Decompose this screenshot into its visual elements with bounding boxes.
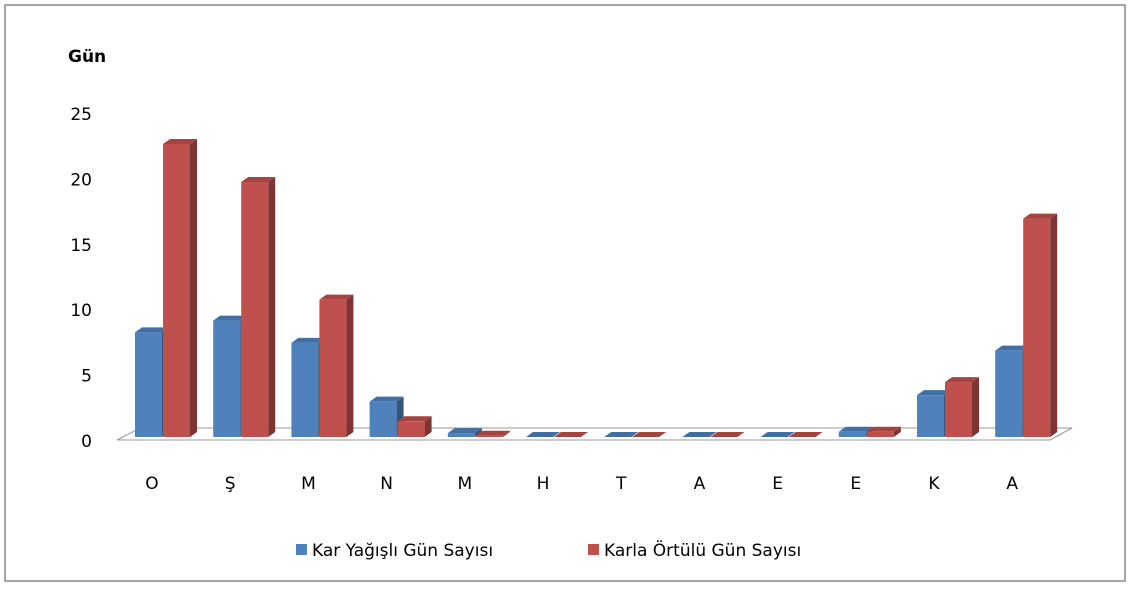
x-tick-label: E: [772, 474, 783, 494]
bar: [397, 421, 425, 437]
legend-label: Karla Örtülü Gün Sayısı: [604, 539, 801, 561]
y-tick-label: 15: [70, 236, 92, 256]
bar: [163, 144, 190, 437]
bar: [945, 382, 972, 437]
x-tick-label: K: [928, 474, 940, 494]
x-tick-label: A: [1006, 474, 1018, 494]
x-tick-label: T: [615, 474, 627, 494]
x-tick-label: N: [380, 474, 393, 494]
bar-top: [213, 315, 248, 321]
bar-top: [447, 428, 482, 434]
legend-swatch: [588, 544, 599, 555]
bar-top: [604, 432, 639, 437]
bar-top: [760, 432, 795, 437]
floor: [116, 427, 1073, 441]
bar-top: [1023, 213, 1058, 219]
bar-top: [163, 139, 197, 145]
bar: [291, 342, 319, 437]
y-tick-label: 20: [70, 170, 92, 190]
bar-side: [972, 377, 979, 437]
bar-top: [554, 432, 588, 437]
bar: [135, 332, 162, 437]
bar-top: [241, 176, 276, 182]
bar: [995, 350, 1023, 437]
bar-top: [397, 416, 432, 422]
bar: [917, 395, 944, 437]
chart-title: Gün: [68, 47, 106, 67]
bar: [1023, 218, 1051, 437]
x-tick-label: M: [457, 474, 472, 494]
bar-side: [893, 426, 901, 437]
bar-side: [1050, 213, 1058, 437]
x-tick-label: O: [145, 474, 158, 494]
x-tick-label: Ş: [225, 474, 236, 494]
bar-top: [788, 432, 823, 437]
bar: [447, 433, 475, 437]
x-tick-label: M: [301, 474, 316, 494]
bar: [319, 299, 347, 437]
bar-side: [268, 176, 276, 437]
bar-top: [526, 432, 560, 437]
bar: [369, 401, 397, 437]
bar-top: [475, 430, 510, 436]
bar-top: [945, 377, 979, 383]
bar-top: [632, 432, 667, 437]
y-tick-label: 10: [70, 301, 92, 321]
y-tick-label: 25: [70, 105, 92, 125]
bar: [241, 181, 269, 437]
x-tick-label: E: [850, 474, 861, 494]
bar-side: [346, 294, 354, 437]
bar-top: [319, 294, 354, 300]
x-tick-label: A: [694, 474, 706, 494]
bar: [866, 431, 894, 437]
bar-top: [682, 432, 717, 437]
y-tick-label: 5: [81, 367, 92, 387]
bar-side: [474, 428, 482, 437]
bar: [838, 431, 866, 437]
y-tick-label: 0: [81, 432, 92, 452]
x-tick-label: H: [537, 474, 550, 494]
legend-label: Kar Yağışlı Gün Sayısı: [312, 541, 493, 561]
bar-side: [190, 139, 197, 437]
bar: [213, 320, 241, 437]
bar: [475, 435, 503, 437]
bar-top: [291, 337, 326, 343]
bar-top: [710, 432, 745, 437]
bar-side: [502, 430, 510, 437]
bar-top: [369, 396, 404, 402]
bar-top: [995, 345, 1030, 351]
legend-swatch: [296, 544, 307, 555]
bar-top: [135, 327, 169, 333]
bar-top: [917, 390, 951, 396]
bar-side: [424, 416, 432, 437]
bar-top: [838, 426, 873, 432]
bar-top: [866, 426, 901, 432]
